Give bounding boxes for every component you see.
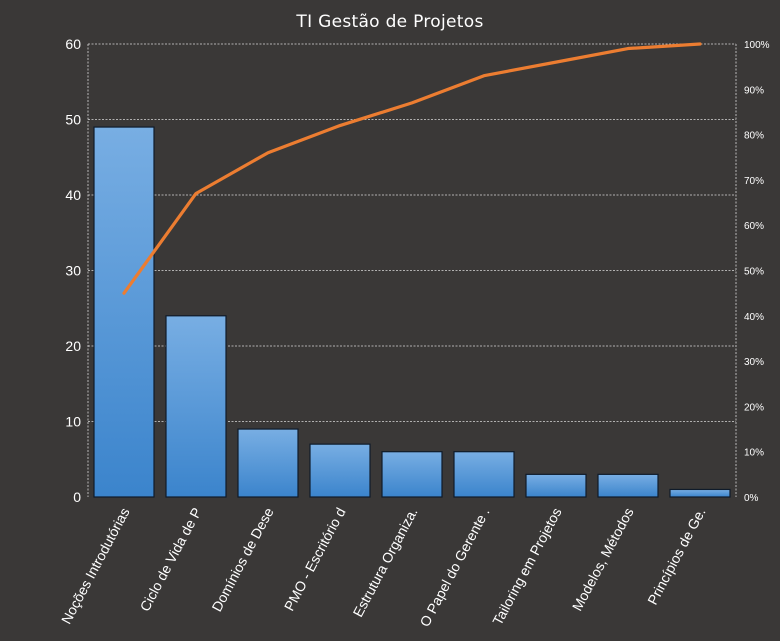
x-tick-label-6: Tailoring em Projetos	[489, 505, 565, 628]
y2-tick-label-5: 50%	[744, 267, 764, 278]
x-tick-label-7: Modelos, Métodos	[569, 505, 637, 614]
y2-tick-label-9: 90%	[744, 85, 764, 96]
y-tick-label-3: 30	[65, 263, 81, 279]
bar-8	[669, 488, 731, 498]
x-tick-label-2: Domínios de Dese	[208, 505, 276, 614]
y2-tick-label-8: 80%	[744, 131, 764, 142]
y2-tick-label-0: 0%	[744, 493, 759, 504]
bar-5	[453, 451, 515, 498]
y2-tick-label-6: 60%	[744, 221, 764, 232]
y-axis-left: 0 10 20 30 40 50 60	[65, 36, 81, 505]
y-tick-label-6: 60	[65, 36, 81, 52]
x-tick-label-8: Princípios de Ge.	[644, 505, 709, 607]
y2-tick-label-3: 30%	[744, 357, 764, 368]
x-tick-label-4: Estrutura Organiza.	[350, 505, 421, 620]
y2-tick-label-4: 40%	[744, 312, 764, 323]
y-tick-label-2: 20	[65, 338, 81, 354]
y-tick-label-1: 10	[65, 414, 81, 430]
y-axis-right: 0% 10% 20% 30% 40% 50% 60% 70% 80% 90% 100%	[744, 40, 770, 504]
bar-2	[237, 428, 299, 498]
y2-tick-label-2: 20%	[744, 402, 764, 413]
y-tick-label-5: 50	[65, 112, 81, 128]
y-tick-label-0: 0	[73, 489, 81, 505]
bar-1	[165, 315, 227, 498]
bar-series	[93, 126, 731, 498]
y-tick-label-4: 40	[65, 187, 81, 203]
bar-4	[381, 451, 443, 498]
bar-7	[597, 473, 659, 498]
x-tick-label-1: Ciclo de Vida de P	[137, 505, 205, 614]
y2-tick-label-10: 100%	[744, 40, 770, 51]
chart-title: TI Gestão de Projetos	[295, 12, 483, 32]
y2-tick-label-7: 70%	[744, 176, 764, 187]
x-tick-label-3: PMO - Escritório d	[281, 505, 349, 613]
x-tick-label-5: O Papel do Gerente .	[416, 505, 492, 629]
bar-3	[309, 443, 371, 498]
x-tick-label-0: Noções Introdutórias	[58, 505, 133, 627]
bar-6	[525, 473, 587, 498]
cumulative-line	[122, 42, 702, 295]
bar-0	[93, 126, 155, 498]
cumulative-line-series	[122, 42, 702, 295]
y2-tick-label-1: 10%	[744, 448, 764, 459]
grid-lines	[87, 43, 737, 497]
x-axis: Noções Introdutórias Ciclo de Vida de P Do…	[58, 505, 709, 630]
